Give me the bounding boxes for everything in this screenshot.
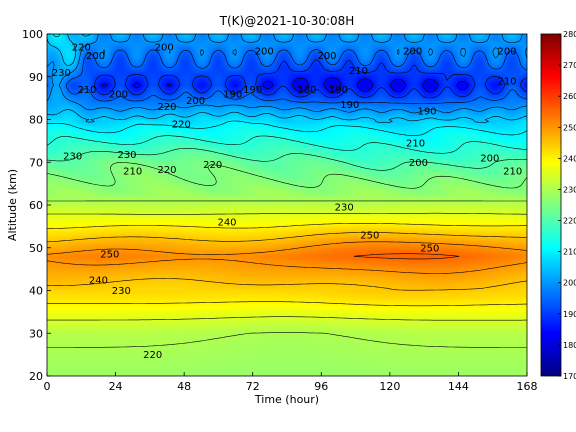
contour-label: 210 bbox=[123, 166, 142, 177]
y-tick-label: 70 bbox=[29, 156, 43, 169]
x-axis-label: Time (hour) bbox=[254, 393, 319, 406]
contour-line-255 bbox=[353, 253, 460, 260]
contour-label: 250 bbox=[100, 250, 119, 261]
contour-label: 230 bbox=[335, 203, 354, 214]
colorbar-tick-label: 230 bbox=[563, 185, 576, 194]
colorbar-tick-label: 200 bbox=[563, 279, 576, 288]
contour-label: 210 bbox=[77, 85, 96, 96]
colorbar-tick-label: 260 bbox=[563, 92, 576, 101]
contour-line-185 bbox=[101, 77, 469, 93]
y-axis-label: Altitude (km) bbox=[6, 169, 19, 241]
contour-label: 190 bbox=[243, 85, 262, 96]
colorbar-tick-label: 220 bbox=[563, 217, 576, 226]
contour-label: 220 bbox=[157, 102, 176, 113]
contour-line-250 bbox=[46, 241, 528, 274]
contour-line-245 bbox=[46, 232, 528, 291]
contour-line-195 bbox=[46, 49, 528, 104]
contour-line-190 bbox=[93, 59, 528, 99]
contour-label: 200 bbox=[409, 158, 428, 169]
contour-label: 190 bbox=[340, 100, 359, 111]
contour-label: 230 bbox=[117, 150, 136, 161]
x-tick-label: 24 bbox=[109, 380, 123, 393]
contour-label: 210 bbox=[503, 166, 522, 177]
contour-label: 220 bbox=[157, 165, 176, 176]
contour-label: 200 bbox=[317, 51, 336, 62]
contour-line-235 bbox=[46, 212, 527, 321]
colorbar-tick-label: 190 bbox=[563, 310, 576, 319]
y-tick-label: 90 bbox=[29, 71, 43, 84]
contour-line-215 bbox=[46, 135, 528, 154]
colorbar-tick-label: 250 bbox=[563, 123, 576, 132]
contour-label: 230 bbox=[52, 68, 71, 79]
x-tick-label: 96 bbox=[314, 380, 328, 393]
contour-label: 200 bbox=[186, 96, 205, 107]
y-tick-label: 80 bbox=[29, 114, 43, 127]
colorbar: 170 180 190 200 210 220 230 240 250 260 270 280 bbox=[540, 30, 576, 381]
contour-label: 190 bbox=[223, 89, 242, 100]
x-tick-label: 72 bbox=[246, 380, 260, 393]
contour-label: 220 bbox=[143, 350, 162, 361]
x-tick-label: 144 bbox=[448, 380, 469, 393]
contour-line-210 bbox=[47, 33, 528, 136]
contour-label: 200 bbox=[86, 51, 105, 62]
y-tick-label: 100 bbox=[22, 28, 43, 41]
contour-label: 180 bbox=[297, 85, 316, 96]
x-tick-label: 48 bbox=[177, 380, 191, 393]
colorbar-tick-label: 240 bbox=[563, 154, 576, 163]
contour-label: 210 bbox=[406, 139, 425, 150]
y-tick-label: 30 bbox=[29, 327, 43, 340]
colorbar-tick-label: 180 bbox=[563, 341, 576, 350]
y-tick-label: 40 bbox=[29, 285, 43, 298]
x-axis: 0 24 48 72 96 120 144 168 bbox=[44, 372, 538, 393]
colorbar-ticks: 170 180 190 200 210 220 230 240 250 260 270 280 bbox=[558, 30, 576, 381]
colorbar-tick-label: 170 bbox=[563, 372, 576, 381]
y-tick-label: 50 bbox=[29, 242, 43, 255]
contour-label: 200 bbox=[480, 153, 499, 164]
contour-label: 200 bbox=[403, 47, 422, 58]
chart-title: T(K)@2021-10-30:08H bbox=[219, 14, 355, 28]
contour-label: 200 bbox=[497, 47, 516, 58]
colorbar-tick-label: 270 bbox=[563, 61, 576, 70]
contour-label: 250 bbox=[420, 243, 439, 254]
contour-lines bbox=[46, 33, 528, 348]
colorbar-tick-label: 280 bbox=[563, 30, 576, 39]
contour-label: 240 bbox=[89, 275, 108, 286]
colorbar-tick-label: 210 bbox=[563, 248, 576, 257]
x-tick-label: 168 bbox=[517, 380, 538, 393]
y-tick-label: 60 bbox=[29, 199, 43, 212]
contour-label: 200 bbox=[155, 42, 174, 53]
x-tick-label: 120 bbox=[379, 380, 400, 393]
contour-line-205 bbox=[46, 33, 528, 123]
y-axis: 20 30 40 50 60 70 80 90 100 bbox=[22, 28, 51, 383]
contour-label: 220 bbox=[72, 42, 91, 53]
contour-label: 200 bbox=[255, 47, 274, 58]
contour-label: 210 bbox=[497, 77, 516, 88]
contour-line-240 bbox=[47, 223, 527, 307]
colorbar-frame bbox=[540, 33, 562, 377]
contour-label: 220 bbox=[172, 119, 191, 130]
contour-label: 250 bbox=[360, 230, 379, 241]
contour-label: 190 bbox=[329, 85, 348, 96]
contour-label: 230 bbox=[63, 151, 82, 162]
contour-label: 200 bbox=[109, 89, 128, 100]
y-tick-label: 20 bbox=[29, 370, 43, 383]
contour-label: 210 bbox=[349, 66, 368, 77]
contour-label: 220 bbox=[203, 160, 222, 171]
contour-label: 230 bbox=[112, 286, 131, 297]
contour-label: 190 bbox=[417, 106, 436, 117]
temperature-field bbox=[47, 34, 527, 376]
contour-line-225 bbox=[46, 162, 528, 189]
contour-line-200 bbox=[46, 33, 528, 114]
contour-line-230 bbox=[47, 200, 527, 348]
colorbar-gradient bbox=[541, 34, 561, 376]
x-tick-label: 0 bbox=[44, 380, 51, 393]
contour-label: 240 bbox=[217, 218, 236, 229]
